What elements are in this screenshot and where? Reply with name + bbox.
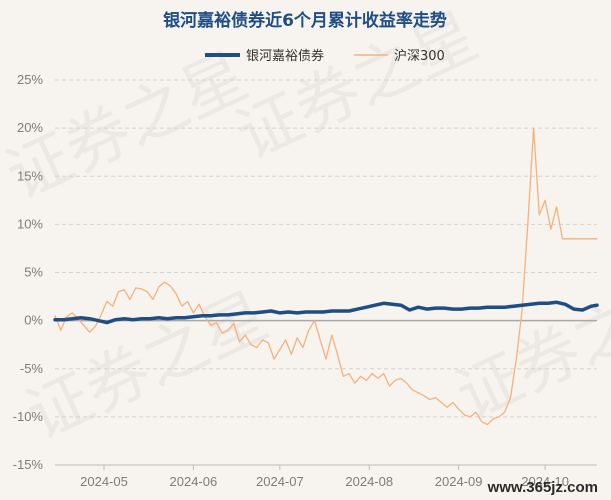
x-tick-label: 2024-10 xyxy=(521,474,569,489)
y-tick-label: 5% xyxy=(24,265,43,280)
y-tick-label: 15% xyxy=(17,168,43,183)
y-tick-label: -10% xyxy=(13,409,44,424)
chart-title: 银河嘉裕债券近6个月累计收益率走势 xyxy=(163,10,447,31)
watermark-text-4: 证券之星 xyxy=(445,259,611,434)
x-tick-label: 2024-06 xyxy=(170,474,218,489)
y-tick-label: -15% xyxy=(13,457,44,472)
legend-label-index: 沪深300 xyxy=(394,48,445,64)
legend: 银河嘉裕债券 沪深300 xyxy=(205,48,445,64)
watermark-text-3: 证券之星 xyxy=(15,279,278,454)
x-tick-label: 2024-09 xyxy=(435,474,483,489)
y-tick-label: 0% xyxy=(24,313,43,328)
x-tick-label: 2024-08 xyxy=(345,474,393,489)
y-tick-label: 25% xyxy=(17,72,43,87)
y-tick-label: 20% xyxy=(17,120,43,135)
y-tick-label: -5% xyxy=(20,361,44,376)
x-tick-label: 2024-07 xyxy=(256,474,304,489)
y-tick-label: 10% xyxy=(17,216,43,231)
x-axis: 2024-05 2024-06 2024-07 2024-08 2024-09 2024-… xyxy=(55,464,597,489)
series-group xyxy=(53,127,599,426)
footer-site-text: www.365jz.com xyxy=(487,479,598,496)
x-tick-label: 2024-05 xyxy=(80,474,128,489)
watermark: 证券之星 证券之星 证券之星 证券之星 xyxy=(0,0,611,455)
series-line-index xyxy=(54,127,598,426)
legend-label-bond: 银河嘉裕债券 xyxy=(246,48,324,64)
series-line-bond xyxy=(53,300,599,325)
y-axis: 25% 20% 15% 10% 5% 0% -5% -10% -15% xyxy=(13,72,44,472)
